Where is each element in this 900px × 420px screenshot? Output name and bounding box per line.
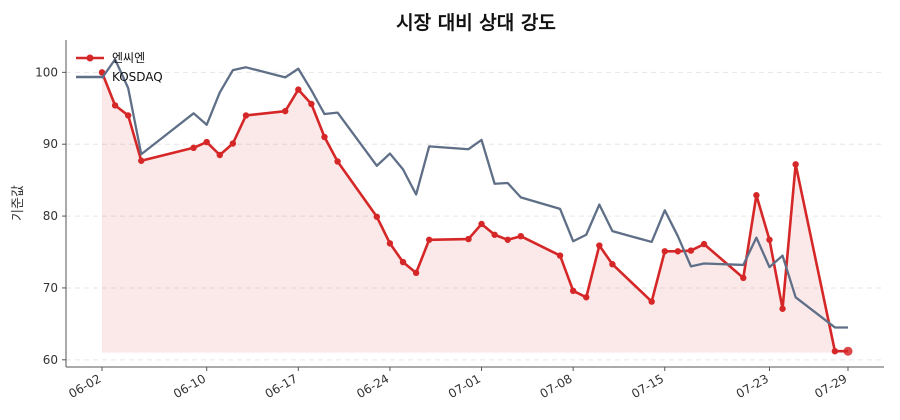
x-tick-label: 07-23 xyxy=(734,371,771,401)
data-point xyxy=(740,274,747,282)
y-tick-label: 80 xyxy=(43,209,58,223)
series-area-1 xyxy=(102,72,848,353)
x-tick-label: 06-24 xyxy=(354,371,391,401)
data-point xyxy=(491,231,498,238)
y-tick-label: 90 xyxy=(43,137,58,151)
data-point xyxy=(700,240,708,248)
data-point xyxy=(674,248,682,255)
x-tick-label: 07-15 xyxy=(629,371,666,401)
data-point xyxy=(282,107,289,115)
data-point xyxy=(583,294,590,301)
data-point xyxy=(596,242,603,249)
data-point xyxy=(242,112,250,119)
data-point xyxy=(124,112,132,119)
legend-marker-series-1 xyxy=(86,54,94,62)
data-point xyxy=(295,86,302,93)
legend: 엔씨엔 KOSDAQ xyxy=(76,51,163,84)
x-tick-label: 06-17 xyxy=(263,371,300,401)
data-point xyxy=(425,236,433,243)
data-point xyxy=(321,133,328,141)
x-tick-label: 06-10 xyxy=(171,371,208,401)
data-point xyxy=(792,161,799,168)
x-tick-label: 07-01 xyxy=(446,371,483,401)
area-fill xyxy=(102,72,848,353)
data-point xyxy=(569,287,577,295)
data-point xyxy=(190,144,197,152)
y-tick-label: 100 xyxy=(35,65,58,79)
data-point xyxy=(661,248,668,255)
data-point xyxy=(766,236,773,243)
x-tick-label: 07-08 xyxy=(537,371,574,401)
data-point xyxy=(753,192,760,199)
data-point xyxy=(609,261,616,268)
data-point xyxy=(648,298,655,305)
data-point xyxy=(216,151,223,159)
legend-label-series-1: 엔씨엔 xyxy=(112,51,145,65)
y-tick-label: 70 xyxy=(43,281,58,295)
data-point xyxy=(412,269,420,277)
data-point xyxy=(111,102,119,109)
data-point xyxy=(386,240,394,247)
data-point xyxy=(334,158,341,165)
data-point xyxy=(517,233,525,240)
data-point xyxy=(504,236,511,243)
data-point xyxy=(779,305,786,312)
legend-label-series-2: KOSDAQ xyxy=(112,70,163,84)
data-point xyxy=(465,235,472,243)
x-tick-label: 07-29 xyxy=(812,371,849,401)
data-point xyxy=(203,138,210,146)
data-point xyxy=(556,252,564,259)
y-axis-label: 기준값 xyxy=(11,185,26,221)
series-lines xyxy=(98,58,853,356)
chart-title: 시장 대비 상대 강도 xyxy=(396,12,556,34)
data-point xyxy=(399,258,407,266)
data-point xyxy=(373,213,381,220)
data-point xyxy=(308,100,315,108)
series-line-2 xyxy=(101,58,848,329)
data-point xyxy=(229,140,237,147)
data-point xyxy=(843,346,853,356)
data-point xyxy=(687,247,695,254)
data-point xyxy=(831,347,839,355)
y-tick-label: 60 xyxy=(43,353,58,367)
data-point xyxy=(138,157,145,164)
x-tick-label: 06-02 xyxy=(66,371,103,401)
data-point xyxy=(478,220,485,228)
